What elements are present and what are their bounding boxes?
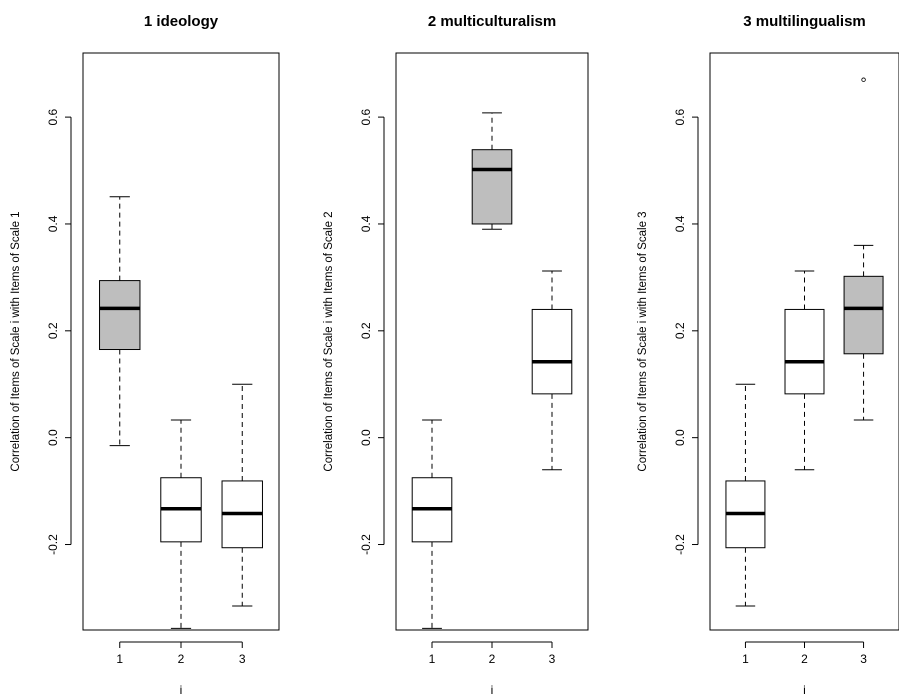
y-tick-label: 0.6 [359, 108, 373, 125]
box-body [784, 308, 825, 395]
chart-title: 2 multiculturalism [428, 13, 556, 30]
box-marks [411, 112, 573, 629]
box-body [471, 149, 513, 225]
box-2 [160, 419, 202, 629]
x-tick-label: 3 [239, 652, 246, 666]
box-marks [99, 196, 263, 629]
plot-frame [709, 52, 899, 631]
x-tick-label: 2 [178, 652, 185, 666]
x-axis-label: i [180, 683, 183, 697]
box-1 [725, 383, 766, 607]
y-tick-label: -0.2 [673, 534, 687, 555]
y-tick-label: 0.0 [46, 429, 60, 446]
y-tick-label: 0.2 [46, 322, 60, 339]
outlier-point [861, 77, 866, 82]
y-tick-label: 0.4 [359, 215, 373, 232]
x-axis-label: i [803, 683, 806, 697]
y-axis-label: Correlation of Items of Scale i with Ite… [10, 211, 22, 471]
chart-title: 3 multilingualism [743, 13, 866, 30]
x-axis-label: i [491, 683, 494, 697]
box-body [843, 275, 884, 355]
box-body [99, 280, 141, 351]
box-3 [843, 77, 884, 421]
y-tick-label: 0.0 [673, 429, 687, 446]
y-tick-label: 0.4 [46, 215, 60, 232]
y-tick-label: 0.6 [46, 108, 60, 125]
x-tick-label: 3 [549, 652, 556, 666]
box-1 [411, 419, 453, 629]
box-3 [221, 383, 263, 607]
plot-frame [82, 52, 280, 631]
y-tick-label: 0.4 [673, 215, 687, 232]
chart-panel-1: 1 ideology -0.2 0.0 0.2 0.4 0.6 Correlation of… [10, 13, 280, 697]
box-1 [99, 196, 141, 447]
x-tick-label: 3 [860, 652, 867, 666]
y-axis-label: Correlation of Items of Scale i with Ite… [323, 211, 335, 471]
x-tick-label: 2 [801, 652, 808, 666]
x-tick-label: 2 [489, 652, 496, 666]
box-2 [471, 112, 513, 230]
chart-panel-2: 2 multiculturalism -0.2 0.0 0.2 0.4 0.6 Correl… [323, 13, 589, 697]
x-tick-label: 1 [742, 652, 749, 666]
y-tick-label: 0.2 [673, 322, 687, 339]
chart-title: 1 ideology [144, 13, 219, 30]
y-tick-label: 0.0 [359, 429, 373, 446]
box-marks [725, 77, 884, 607]
x-tick-label: 1 [429, 652, 436, 666]
box-3 [531, 270, 573, 471]
y-axis-label: Correlation of Items of Scale i with Ite… [637, 211, 649, 471]
box-2 [784, 270, 825, 471]
y-tick-label: -0.2 [359, 534, 373, 555]
x-tick-label: 1 [116, 652, 123, 666]
y-tick-label: 0.6 [673, 108, 687, 125]
y-tick-label: 0.2 [359, 322, 373, 339]
box-body [531, 308, 573, 395]
y-tick-label: -0.2 [46, 534, 60, 555]
chart-panel-3: 3 multilingualism -0.2 0.0 0.2 0.4 0.6 Correla… [637, 13, 899, 697]
plot-frame [395, 52, 589, 631]
